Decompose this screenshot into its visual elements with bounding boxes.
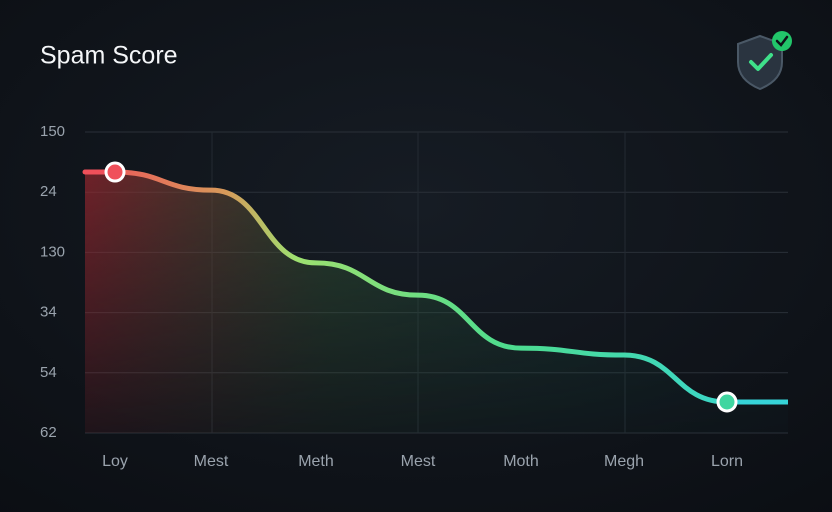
y-tick-label: 54 [40,364,57,381]
x-tick-label: Loy [102,453,128,470]
x-tick-label: Lorn [711,453,743,470]
area [85,172,788,433]
point-marker [716,391,738,413]
x-tick-label: Mest [401,453,436,470]
x-tick-label: Megh [604,453,644,470]
y-tick-label: 24 [40,183,57,200]
shield-icon [737,31,792,91]
x-tick-label: Meth [298,453,334,470]
point-marker [104,161,126,183]
y-tick-label: 130 [40,243,65,260]
y-tick-label: 62 [40,424,57,441]
chart-title: Spam Score [40,42,178,70]
x-tick-label: Mest [194,453,229,470]
x-tick-label: Moth [503,453,539,470]
line [112,169,730,405]
plot [82,161,788,433]
y-tick-label: 150 [40,123,65,140]
y-tick-label: 34 [40,304,57,321]
